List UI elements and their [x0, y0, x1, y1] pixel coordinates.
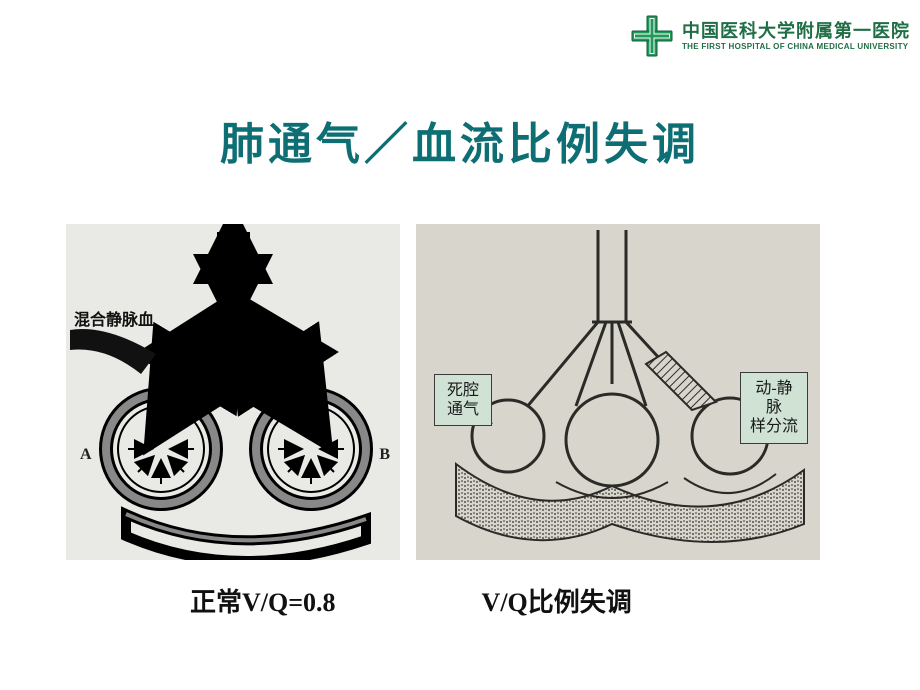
logo-text: 中国医科大学附属第一医院 THE FIRST HOSPITAL OF CHINA… — [682, 21, 910, 51]
figure-vq-mismatch: 死腔通气 动-静脉样分流 — [416, 224, 820, 560]
caption-left: 正常V/Q=0.8 — [190, 582, 336, 619]
callout-dead-space: 死腔通气 — [434, 374, 492, 426]
slide-title: 肺通气／血流比例失调 — [0, 108, 920, 172]
callout-av-shunt: 动-静脉样分流 — [740, 372, 808, 444]
caption-right: V/Q比例失调 — [482, 582, 632, 619]
callout-dead-space-text: 死腔通气 — [447, 382, 479, 418]
mixed-blood-label: 混合静脉血 — [74, 306, 154, 330]
medical-cross-icon — [630, 14, 674, 58]
figure-row: 混合静脉血 A B — [66, 224, 820, 560]
hospital-logo: 中国医科大学附属第一医院 THE FIRST HOSPITAL OF CHINA… — [630, 14, 910, 58]
figure-normal-vq: 混合静脉血 A B — [66, 224, 400, 560]
logo-en-text: THE FIRST HOSPITAL OF CHINA MEDICAL UNIV… — [682, 42, 910, 51]
label-a: A — [80, 446, 92, 464]
left-diagram-svg — [66, 224, 400, 560]
logo-zh-text: 中国医科大学附属第一医院 — [682, 21, 910, 42]
callout-av-shunt-text: 动-静脉样分流 — [750, 380, 798, 435]
caption-row: 正常V/Q=0.8 V/Q比例失调 — [0, 582, 920, 619]
label-b: B — [379, 446, 390, 464]
